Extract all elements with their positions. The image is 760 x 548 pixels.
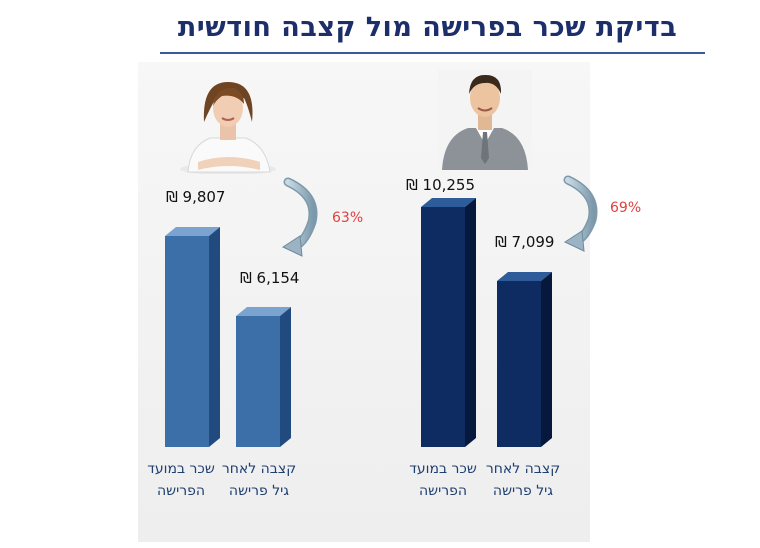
- ratio-label-male: 69%: [610, 200, 642, 216]
- man-photo: [438, 70, 532, 170]
- title-underline: [160, 52, 705, 54]
- curved-arrow-male: [563, 175, 598, 252]
- curved-arrow-female: [281, 177, 318, 257]
- bar-female-pension: [236, 307, 291, 447]
- woman-photo: [180, 82, 276, 174]
- value-label-male-pension: ₪ 7,099: [495, 233, 555, 251]
- bar-male-salary: [421, 198, 476, 447]
- category-label-male-salary: שכר במועד הפרישה: [409, 461, 477, 499]
- value-label-female-pension: ₪ 6,154: [240, 269, 300, 287]
- bar-female-salary: [165, 227, 220, 447]
- page-title: בדיקת שכר בפרישה מול קצבה חודשית: [177, 12, 678, 43]
- category-label-female-pension: קצבה לאחר גיל פרישה: [221, 461, 297, 499]
- bar-male-pension: [497, 272, 552, 447]
- value-label-female-salary: ₪ 9,807: [166, 188, 226, 206]
- ratio-label-female: 63%: [332, 210, 364, 226]
- category-label-female-salary: שכר במועד הפרישה: [147, 461, 215, 499]
- value-label-male-salary: ₪ 10,255: [406, 176, 476, 194]
- category-label-male-pension: קצבה לאחר גיל פרישה: [485, 461, 561, 499]
